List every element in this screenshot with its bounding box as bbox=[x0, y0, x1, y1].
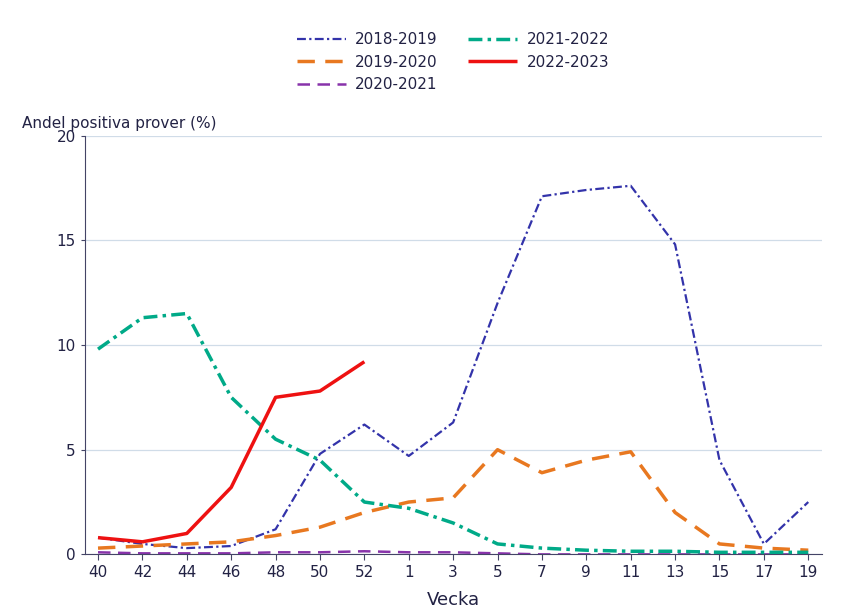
2018-2019 bbox=[315, 450, 325, 458]
2021-2022 bbox=[492, 540, 502, 548]
2018-2019 bbox=[537, 193, 547, 200]
2020-2021 bbox=[182, 549, 192, 557]
2018-2019 bbox=[226, 542, 236, 549]
2020-2021 bbox=[537, 551, 547, 558]
2019-2020 bbox=[270, 532, 280, 539]
2021-2022 bbox=[581, 546, 591, 554]
2019-2020 bbox=[404, 498, 414, 506]
Legend: 2018-2019, 2019-2020, 2020-2021, 2021-2022, 2022-2023: 2018-2019, 2019-2020, 2020-2021, 2021-20… bbox=[291, 26, 615, 99]
2019-2020 bbox=[182, 540, 192, 548]
2019-2020 bbox=[492, 446, 502, 453]
2020-2021 bbox=[359, 548, 369, 555]
2018-2019 bbox=[492, 299, 502, 307]
Line: 2019-2020: 2019-2020 bbox=[98, 450, 808, 550]
2019-2020 bbox=[448, 494, 458, 501]
Line: 2021-2022: 2021-2022 bbox=[98, 314, 808, 553]
2020-2021 bbox=[581, 551, 591, 558]
2018-2019 bbox=[670, 241, 680, 248]
2021-2022 bbox=[93, 346, 103, 353]
2018-2019 bbox=[270, 525, 280, 533]
2021-2022 bbox=[270, 436, 280, 443]
2020-2021 bbox=[448, 549, 458, 556]
2019-2020 bbox=[359, 509, 369, 516]
2021-2022 bbox=[670, 548, 680, 555]
2018-2019 bbox=[93, 534, 103, 541]
2020-2021 bbox=[270, 549, 280, 556]
2018-2019 bbox=[581, 186, 591, 193]
2021-2022 bbox=[448, 519, 458, 527]
2019-2020 bbox=[626, 448, 636, 455]
2020-2021 bbox=[404, 549, 414, 556]
2019-2020 bbox=[670, 509, 680, 516]
2021-2022 bbox=[182, 310, 192, 317]
Text: Andel positiva prover (%): Andel positiva prover (%) bbox=[22, 116, 217, 131]
2022-2023 bbox=[93, 534, 103, 541]
2020-2021 bbox=[759, 551, 769, 558]
2020-2021 bbox=[93, 549, 103, 556]
2020-2021 bbox=[492, 549, 502, 557]
2019-2020 bbox=[315, 524, 325, 531]
2020-2021 bbox=[137, 549, 147, 557]
2018-2019 bbox=[626, 182, 636, 190]
2018-2019 bbox=[759, 540, 769, 548]
2018-2019 bbox=[404, 452, 414, 460]
2019-2020 bbox=[714, 540, 724, 548]
2022-2023 bbox=[359, 358, 369, 365]
2021-2022 bbox=[315, 456, 325, 464]
Line: 2022-2023: 2022-2023 bbox=[98, 362, 364, 542]
2020-2021 bbox=[226, 549, 236, 557]
2020-2021 bbox=[803, 551, 813, 558]
X-axis label: Vecka: Vecka bbox=[427, 591, 479, 609]
2018-2019 bbox=[448, 419, 458, 426]
2018-2019 bbox=[182, 545, 192, 552]
2019-2020 bbox=[226, 538, 236, 546]
2019-2020 bbox=[537, 469, 547, 476]
2018-2019 bbox=[714, 456, 724, 464]
2022-2023 bbox=[315, 387, 325, 395]
2021-2022 bbox=[714, 549, 724, 556]
2021-2022 bbox=[359, 498, 369, 506]
2021-2022 bbox=[226, 394, 236, 401]
Line: 2020-2021: 2020-2021 bbox=[98, 551, 808, 554]
2020-2021 bbox=[315, 549, 325, 556]
2022-2023 bbox=[226, 484, 236, 491]
2021-2022 bbox=[137, 314, 147, 322]
2018-2019 bbox=[803, 498, 813, 506]
2022-2023 bbox=[137, 538, 147, 546]
2019-2020 bbox=[137, 542, 147, 549]
2021-2022 bbox=[404, 505, 414, 512]
2020-2021 bbox=[626, 551, 636, 558]
2021-2022 bbox=[626, 548, 636, 555]
2019-2020 bbox=[759, 545, 769, 552]
2019-2020 bbox=[93, 545, 103, 552]
2018-2019 bbox=[137, 540, 147, 548]
2018-2019 bbox=[359, 421, 369, 428]
2022-2023 bbox=[270, 394, 280, 401]
2021-2022 bbox=[537, 545, 547, 552]
2020-2021 bbox=[714, 551, 724, 558]
2020-2021 bbox=[670, 551, 680, 558]
2021-2022 bbox=[759, 549, 769, 556]
2019-2020 bbox=[803, 546, 813, 554]
2021-2022 bbox=[803, 549, 813, 556]
2022-2023 bbox=[182, 530, 192, 537]
Line: 2018-2019: 2018-2019 bbox=[98, 186, 808, 548]
2019-2020 bbox=[581, 456, 591, 464]
